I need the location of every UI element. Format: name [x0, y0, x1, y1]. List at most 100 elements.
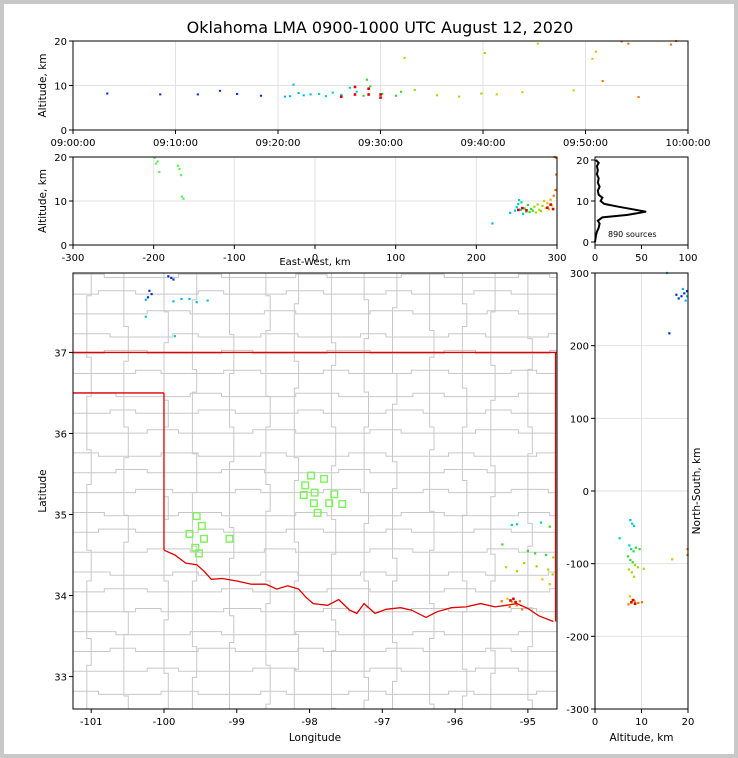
y-tick-label: 0: [583, 238, 589, 249]
county-boundary: [429, 273, 435, 709]
lma-station-marker: [313, 508, 322, 517]
source-point: [572, 89, 575, 92]
source-point: [173, 335, 176, 338]
source-point: [631, 561, 634, 564]
x-tick-label: 0: [592, 717, 598, 728]
source-point: [180, 297, 183, 301]
source-point: [534, 552, 537, 555]
county-boundary: [363, 273, 369, 709]
y-tick-label: -100: [566, 560, 589, 571]
source-point: [533, 205, 536, 208]
source-point: [458, 95, 461, 98]
county-boundary: [73, 452, 557, 457]
county-boundary: [229, 273, 235, 709]
source-point: [627, 568, 631, 571]
source-point: [435, 94, 439, 97]
source-point: [403, 56, 406, 59]
source-point: [394, 94, 398, 97]
county-lines: [73, 273, 557, 709]
lma-station-marker: [185, 529, 194, 538]
source-point: [642, 567, 645, 570]
county-boundary: [73, 333, 557, 338]
source-point: [668, 332, 671, 335]
x-tick-label: 100: [678, 253, 697, 264]
source-point: [628, 544, 631, 547]
x-tick-label: 09:40:00: [461, 138, 506, 149]
source-point: [551, 204, 554, 207]
figure-title: Oklahoma LMA 0900-1000 UTC August 12, 20…: [187, 18, 574, 37]
source-point: [627, 42, 630, 45]
source-point: [340, 93, 343, 96]
source-point: [520, 201, 523, 204]
county-boundary: [265, 273, 271, 709]
x-tick-label: -99: [229, 717, 245, 728]
y-axis-label: Altitude, km: [37, 53, 49, 117]
county-boundary: [123, 273, 129, 709]
y-tick-label: 0: [583, 487, 589, 498]
source-point-red: [367, 87, 370, 91]
lma-station-marker: [306, 471, 315, 480]
source-point: [629, 518, 632, 522]
source-point: [297, 92, 300, 95]
source-point: [522, 212, 525, 215]
source-point: [601, 80, 604, 83]
source-point: [510, 523, 513, 527]
source-point: [180, 195, 183, 198]
source-point-red: [353, 93, 357, 96]
source-point: [552, 194, 555, 197]
lma-station-marker: [194, 549, 203, 558]
y-axis-label: Latitude: [37, 469, 49, 512]
source-point: [508, 605, 511, 608]
source-point: [331, 91, 334, 94]
source-point: [546, 202, 549, 205]
county-boundary: [73, 310, 557, 315]
lma-station-marker: [225, 534, 234, 543]
plan-view-frame: [72, 272, 558, 710]
county-boundary: [73, 667, 557, 672]
county-boundary: [461, 273, 468, 709]
source-point: [630, 548, 633, 551]
county-boundary: [73, 548, 557, 553]
y-tick-label: 10: [576, 197, 589, 208]
county-boundary: [86, 273, 92, 709]
source-point: [630, 571, 633, 574]
source-point: [106, 92, 109, 95]
source-point: [531, 209, 534, 212]
y-tick-label: -300: [566, 705, 589, 716]
x-tick-label: 09:30:00: [358, 138, 403, 149]
source-point: [381, 92, 384, 95]
source-point: [541, 578, 544, 581]
x-tick-label: 09:00:00: [51, 138, 96, 149]
source-point-red: [546, 206, 549, 209]
county-boundary: [73, 571, 557, 576]
source-point: [685, 295, 689, 298]
source-point: [526, 549, 529, 553]
y-tick-label: 300: [570, 269, 589, 280]
figure-sheet: [4, 4, 734, 754]
source-point: [292, 83, 295, 86]
county-boundary: [73, 488, 557, 494]
source-point: [153, 156, 156, 159]
county-boundary: [293, 273, 300, 709]
source-point: [523, 562, 526, 565]
source-point: [594, 50, 597, 53]
source-point: [501, 543, 504, 546]
source-point-red: [379, 96, 382, 99]
source-point: [632, 550, 635, 553]
source-point: [510, 600, 513, 604]
source-point: [154, 162, 158, 165]
county-boundary: [73, 429, 557, 434]
county-boundary: [490, 273, 496, 709]
y-tick-label: 20: [576, 156, 589, 167]
source-point: [523, 207, 526, 210]
source-point: [555, 156, 558, 159]
source-point: [517, 199, 521, 202]
altitude-profile-line: [594, 159, 647, 243]
source-point: [206, 299, 209, 302]
source-point-red: [549, 203, 552, 206]
y-tick-label: 34: [54, 592, 67, 603]
source-point: [591, 57, 594, 60]
county-boundary: [73, 369, 557, 374]
source-point: [480, 92, 483, 95]
